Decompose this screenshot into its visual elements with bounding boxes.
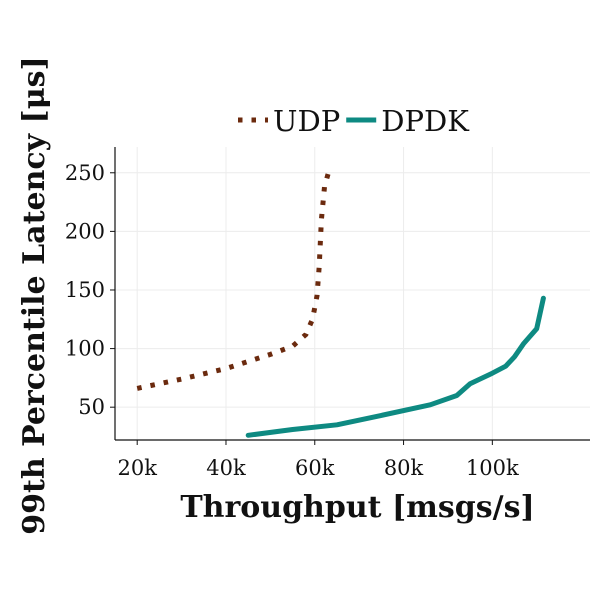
- series-line-dpdk: [245, 295, 546, 438]
- axes-layer: 20k 40k 60k 80k 100k 50 100 150 200 250: [65, 147, 590, 480]
- y-tick-label: 250: [65, 161, 105, 185]
- series-layer: [136, 165, 546, 438]
- grid-layer: [115, 147, 590, 440]
- legend: UDP DPDK: [238, 104, 470, 138]
- y-axis-title: 99th Percentile Latency [μs]: [17, 56, 52, 535]
- y-tick-label: 150: [65, 278, 105, 302]
- legend-label-udp: UDP: [273, 104, 340, 138]
- x-tick-label: 100k: [466, 456, 519, 480]
- y-tick-label: 200: [65, 219, 105, 243]
- x-tick-label: 40k: [206, 456, 246, 480]
- y-tick-label: 100: [65, 337, 105, 361]
- y-tick-label: 50: [78, 395, 105, 419]
- x-tick-label: 60k: [295, 456, 335, 480]
- series-line-udp: [136, 165, 333, 391]
- x-axis-title: Throughput [msgs/s]: [180, 490, 534, 525]
- x-tick-label: 80k: [384, 456, 424, 480]
- legend-label-dpdk: DPDK: [381, 104, 470, 138]
- x-tick-label: 20k: [117, 456, 157, 480]
